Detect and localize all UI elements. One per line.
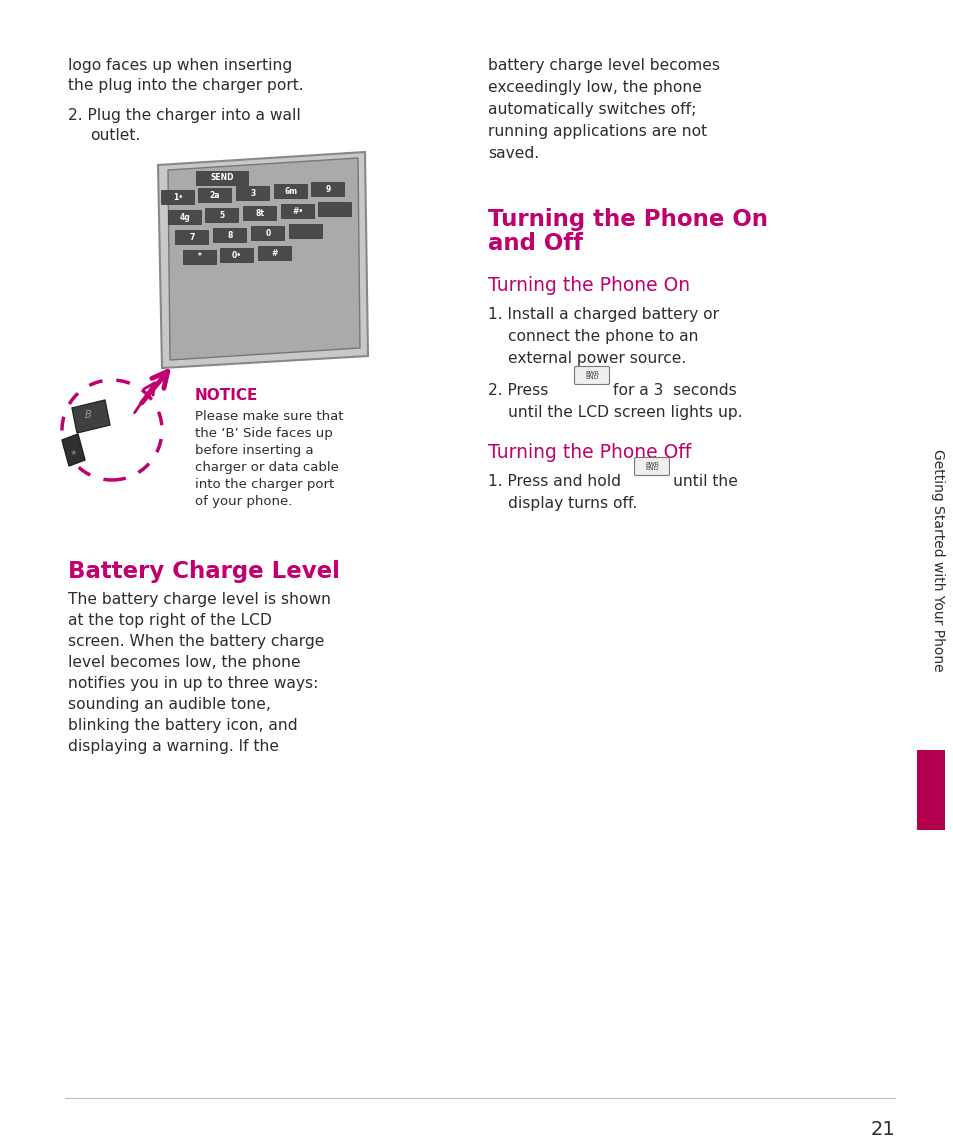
Text: 3: 3 — [250, 189, 255, 197]
Text: and Off: and Off — [488, 232, 582, 255]
Text: 0: 0 — [265, 229, 271, 237]
Text: 1•: 1• — [172, 192, 183, 202]
Text: #•: #• — [292, 206, 303, 215]
Text: battery charge level becomes: battery charge level becomes — [488, 58, 720, 73]
Text: 5: 5 — [219, 211, 224, 220]
Text: 8t: 8t — [255, 208, 264, 218]
Text: at the top right of the LCD: at the top right of the LCD — [68, 613, 272, 627]
Polygon shape — [62, 434, 85, 466]
Text: 9: 9 — [325, 184, 331, 194]
Text: The battery charge level is shown: The battery charge level is shown — [68, 592, 331, 607]
Polygon shape — [252, 226, 284, 240]
Text: 0•: 0• — [232, 251, 242, 260]
Text: exceedingly low, the phone: exceedingly low, the phone — [488, 80, 701, 95]
Polygon shape — [175, 230, 209, 244]
Polygon shape — [158, 152, 368, 368]
Text: running applications are not: running applications are not — [488, 124, 706, 139]
Polygon shape — [274, 184, 307, 198]
Polygon shape — [220, 248, 253, 262]
Text: 2. Plug the charger into a wall: 2. Plug the charger into a wall — [68, 108, 300, 123]
Text: #: # — [272, 248, 278, 258]
Text: logo faces up when inserting: logo faces up when inserting — [68, 58, 292, 73]
Text: of your phone.: of your phone. — [194, 495, 292, 508]
Text: 21: 21 — [869, 1120, 894, 1139]
Polygon shape — [205, 208, 238, 222]
Text: Battery Charge Level: Battery Charge Level — [68, 560, 339, 583]
Text: charger or data cable: charger or data cable — [194, 461, 338, 474]
Bar — [916, 750, 944, 830]
Text: 8: 8 — [227, 230, 233, 239]
Text: PWR
END: PWR END — [644, 461, 659, 472]
Text: before inserting a: before inserting a — [194, 444, 314, 457]
Polygon shape — [289, 224, 322, 238]
Text: level becomes low, the phone: level becomes low, the phone — [68, 655, 300, 670]
Polygon shape — [195, 171, 248, 185]
FancyBboxPatch shape — [634, 458, 669, 475]
Text: 2. Press: 2. Press — [488, 382, 548, 398]
Text: B: B — [85, 410, 91, 420]
Text: Please make sure that: Please make sure that — [194, 410, 343, 423]
Polygon shape — [318, 202, 351, 216]
Polygon shape — [198, 188, 232, 202]
Polygon shape — [213, 228, 246, 242]
Text: sounding an audible tone,: sounding an audible tone, — [68, 697, 271, 712]
Text: until the LCD screen lights up.: until the LCD screen lights up. — [507, 405, 741, 420]
Text: 7: 7 — [189, 232, 194, 242]
Text: SEND: SEND — [210, 174, 233, 182]
Polygon shape — [281, 204, 314, 218]
Polygon shape — [258, 246, 292, 260]
Text: automatically switches off;: automatically switches off; — [488, 102, 696, 117]
Text: display turns off.: display turns off. — [507, 496, 637, 511]
Text: until the: until the — [672, 474, 737, 489]
Text: external power source.: external power source. — [507, 352, 685, 366]
Text: ★: ★ — [70, 448, 76, 457]
Text: NOTICE: NOTICE — [194, 388, 258, 403]
Text: Turning the Phone Off: Turning the Phone Off — [488, 443, 691, 461]
Text: 6m: 6m — [284, 187, 297, 196]
Polygon shape — [312, 182, 344, 196]
Text: 4g: 4g — [179, 213, 191, 221]
Text: the plug into the charger port.: the plug into the charger port. — [68, 78, 303, 93]
FancyBboxPatch shape — [574, 366, 609, 385]
Text: blinking the battery icon, and: blinking the battery icon, and — [68, 718, 297, 733]
Text: for a 3  seconds: for a 3 seconds — [613, 382, 736, 398]
Text: 1. Install a charged battery or: 1. Install a charged battery or — [488, 307, 719, 322]
Polygon shape — [236, 185, 269, 200]
Text: into the charger port: into the charger port — [194, 477, 334, 491]
Polygon shape — [168, 158, 359, 360]
Polygon shape — [183, 250, 216, 264]
Text: PWR
END: PWR END — [584, 371, 598, 380]
Polygon shape — [169, 210, 201, 224]
Text: notifies you in up to three ways:: notifies you in up to three ways: — [68, 676, 318, 690]
Text: outlet.: outlet. — [90, 128, 140, 143]
Text: Getting Started with Your Phone: Getting Started with Your Phone — [930, 449, 944, 671]
Polygon shape — [161, 190, 194, 204]
Text: saved.: saved. — [488, 147, 538, 161]
Text: 2a: 2a — [210, 190, 220, 199]
Text: the ‘B’ Side faces up: the ‘B’ Side faces up — [194, 427, 333, 440]
Text: 1. Press and hold: 1. Press and hold — [488, 474, 620, 489]
Text: screen. When the battery charge: screen. When the battery charge — [68, 634, 324, 649]
Text: Turning the Phone On: Turning the Phone On — [488, 276, 689, 295]
Polygon shape — [243, 206, 276, 220]
Text: Turning the Phone On: Turning the Phone On — [488, 208, 767, 231]
Polygon shape — [71, 400, 110, 433]
Text: connect the phone to an: connect the phone to an — [507, 329, 698, 343]
Text: displaying a warning. If the: displaying a warning. If the — [68, 739, 278, 755]
Text: *: * — [198, 253, 202, 261]
